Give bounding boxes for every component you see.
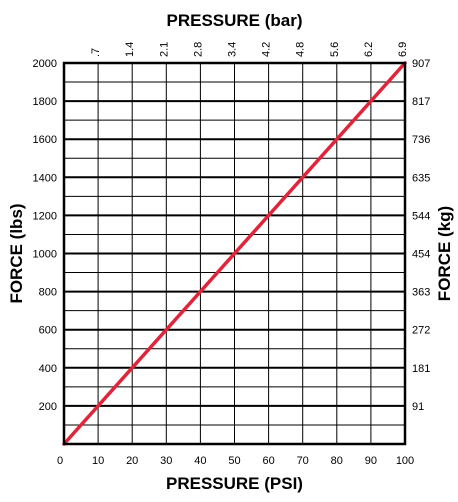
series-layer [62, 61, 407, 446]
left-tick-label: 400 [39, 363, 57, 375]
right-axis-title: FORCE (kg) [435, 206, 454, 301]
grid [63, 63, 406, 444]
top-tick-label: 5.6 [329, 42, 341, 57]
top-tick-label: 3.4 [227, 42, 239, 57]
bottom-tick-label: 20 [126, 455, 138, 467]
right-tick-label: 817 [412, 96, 430, 108]
bottom-tick-label: 0 [57, 455, 63, 467]
right-tick-label: 181 [412, 363, 430, 375]
bottom-axis-title: PRESSURE (PSI) [166, 474, 303, 493]
right-tick-label: 454 [412, 249, 430, 261]
tick-labels: 0 10 20 30 40 50 60 70 80 90 100 200 400 600 800 1000 12… [33, 42, 431, 467]
left-tick-label: 1400 [33, 172, 57, 184]
bottom-tick-label: 80 [331, 455, 343, 467]
top-tick-label: 2.8 [192, 42, 204, 57]
right-tick-label: 272 [412, 325, 430, 337]
top-tick-label: 6.2 [363, 42, 375, 57]
left-axis-title: FORCE (lbs) [7, 203, 26, 303]
top-tick-label: 6.9 [397, 42, 409, 57]
bottom-tick-label: 30 [160, 455, 172, 467]
left-tick-label: 1800 [33, 96, 57, 108]
plot-frame [62, 61, 407, 446]
left-tick-label: 1000 [33, 249, 57, 261]
top-tick-label: 4.8 [295, 42, 307, 57]
left-tick-label: 1600 [33, 134, 57, 146]
right-tick-label: 907 [412, 58, 430, 70]
left-tick-label: 2000 [33, 58, 57, 70]
left-tick-label: 800 [39, 287, 57, 299]
top-axis-title: PRESSURE (bar) [166, 11, 302, 30]
right-tick-label: 363 [412, 287, 430, 299]
bottom-tick-label: 10 [92, 455, 104, 467]
top-tick-label: 1.4 [124, 42, 136, 57]
right-tick-label: 736 [412, 134, 430, 146]
left-tick-label: 1200 [33, 210, 57, 222]
bottom-tick-label: 60 [262, 455, 274, 467]
top-tick-label: 4.2 [261, 42, 273, 57]
bottom-tick-label: 90 [365, 455, 377, 467]
right-tick-label: 635 [412, 172, 430, 184]
bottom-tick-label: 70 [297, 455, 309, 467]
right-tick-label: 91 [412, 401, 424, 413]
right-tick-label: 544 [412, 210, 430, 222]
top-tick-label: .7 [90, 48, 102, 57]
left-tick-label: 600 [39, 325, 57, 337]
left-tick-label: 200 [39, 401, 57, 413]
bottom-tick-label: 100 [396, 455, 414, 467]
top-tick-label: 2.1 [158, 42, 170, 57]
bottom-tick-label: 40 [194, 455, 206, 467]
bottom-tick-label: 50 [228, 455, 240, 467]
series-line [62, 61, 407, 446]
